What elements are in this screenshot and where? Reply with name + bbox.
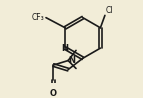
Text: CF₃: CF₃ — [32, 13, 45, 22]
Text: N: N — [69, 56, 76, 65]
Text: Cl: Cl — [106, 6, 114, 15]
Text: O: O — [50, 89, 57, 98]
Text: N: N — [62, 44, 69, 53]
